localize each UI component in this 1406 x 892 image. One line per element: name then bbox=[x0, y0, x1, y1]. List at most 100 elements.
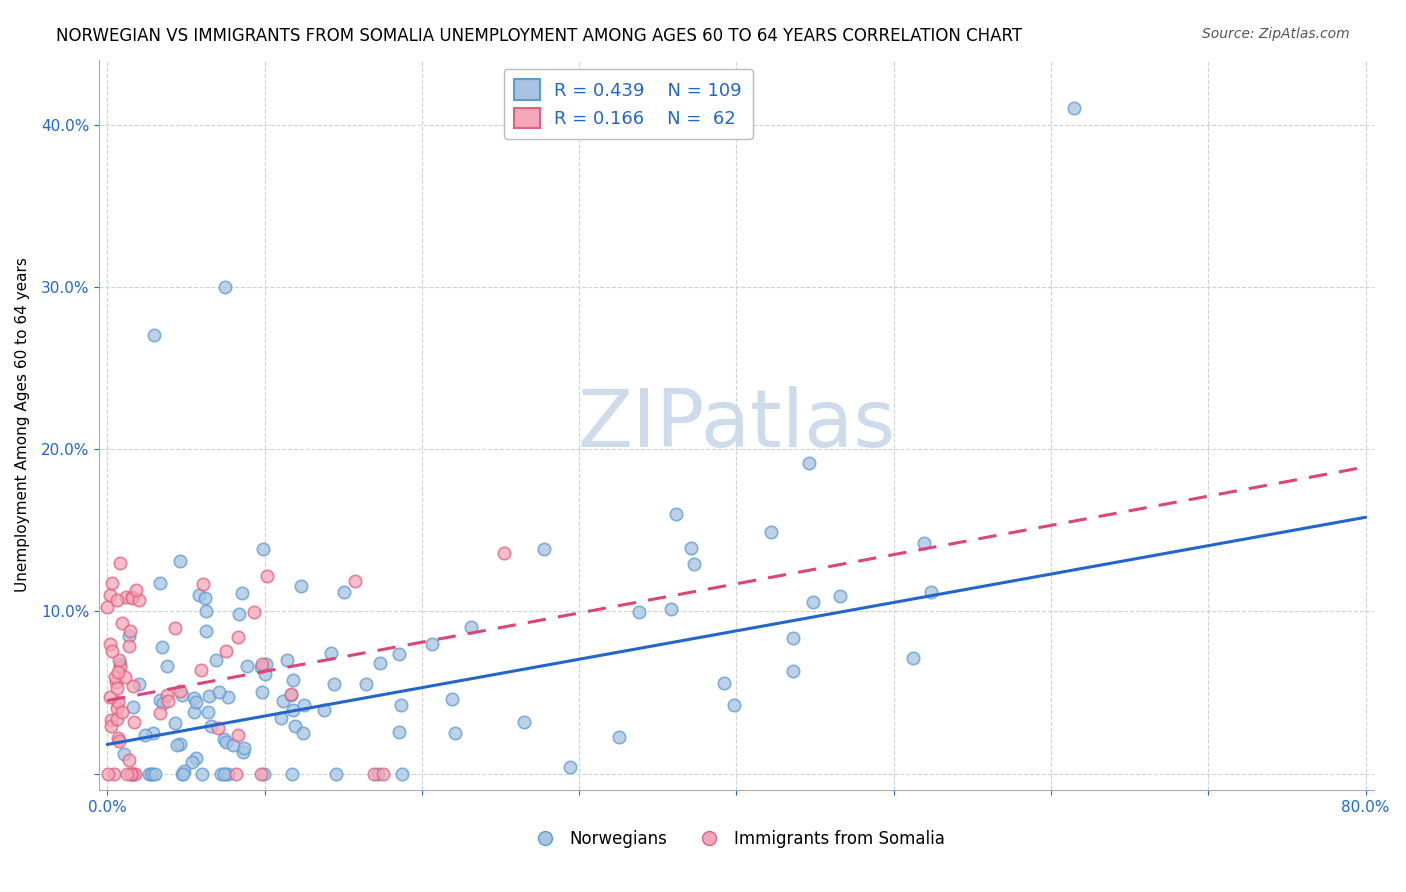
Point bbox=[122, 766, 145, 780]
Point bbox=[665, 508, 688, 522]
Point bbox=[107, 665, 129, 680]
Point bbox=[723, 698, 745, 712]
Point bbox=[333, 585, 356, 599]
Point bbox=[107, 712, 129, 726]
Point bbox=[105, 681, 128, 695]
Point bbox=[782, 632, 804, 646]
Point bbox=[190, 664, 212, 678]
Point bbox=[214, 766, 236, 780]
Point bbox=[122, 714, 145, 729]
Point bbox=[533, 541, 555, 556]
Point bbox=[180, 755, 202, 769]
Point bbox=[281, 766, 304, 780]
Point bbox=[270, 711, 292, 725]
Legend: Norwegians, Immigrants from Somalia: Norwegians, Immigrants from Somalia bbox=[522, 823, 952, 855]
Point bbox=[607, 730, 630, 744]
Point bbox=[122, 679, 145, 693]
Point bbox=[444, 725, 467, 739]
Point bbox=[226, 727, 249, 741]
Point bbox=[128, 593, 150, 607]
Point bbox=[169, 554, 191, 568]
Point bbox=[225, 766, 247, 780]
Point bbox=[143, 766, 166, 780]
Point bbox=[111, 615, 134, 630]
Point bbox=[111, 705, 134, 719]
Point bbox=[388, 647, 411, 661]
Point bbox=[217, 690, 239, 704]
Point bbox=[128, 677, 150, 691]
Point bbox=[280, 688, 302, 702]
Point bbox=[141, 766, 163, 780]
Point bbox=[659, 601, 682, 615]
Point bbox=[166, 738, 188, 752]
Point bbox=[231, 585, 253, 599]
Point bbox=[142, 726, 165, 740]
Point bbox=[105, 675, 128, 690]
Point bbox=[120, 766, 142, 780]
Point bbox=[141, 766, 163, 780]
Point bbox=[356, 677, 378, 691]
Point bbox=[205, 653, 228, 667]
Point bbox=[1063, 101, 1085, 115]
Point bbox=[122, 766, 145, 780]
Point bbox=[107, 731, 129, 745]
Point bbox=[96, 599, 118, 614]
Point bbox=[325, 766, 347, 780]
Point bbox=[105, 700, 128, 714]
Point bbox=[253, 766, 276, 780]
Point bbox=[388, 725, 411, 739]
Point bbox=[148, 693, 170, 707]
Point bbox=[197, 705, 219, 719]
Point bbox=[105, 592, 128, 607]
Point bbox=[683, 557, 706, 571]
Point bbox=[112, 747, 135, 762]
Point bbox=[118, 624, 141, 638]
Point bbox=[191, 766, 214, 780]
Point bbox=[759, 525, 782, 540]
Point bbox=[797, 456, 820, 470]
Point bbox=[193, 591, 215, 605]
Point bbox=[207, 721, 229, 735]
Point bbox=[108, 653, 131, 667]
Point bbox=[118, 639, 141, 653]
Point bbox=[321, 646, 343, 660]
Point bbox=[198, 689, 221, 703]
Point bbox=[558, 760, 581, 774]
Point bbox=[249, 660, 271, 674]
Point bbox=[284, 719, 307, 733]
Point bbox=[191, 576, 214, 591]
Point bbox=[173, 764, 195, 778]
Point bbox=[152, 696, 174, 710]
Point bbox=[100, 714, 122, 728]
Point bbox=[207, 685, 229, 699]
Point bbox=[782, 665, 804, 679]
Point bbox=[97, 766, 120, 780]
Point bbox=[283, 673, 305, 688]
Point bbox=[115, 766, 138, 780]
Point bbox=[292, 698, 315, 712]
Point bbox=[243, 605, 266, 619]
Point bbox=[114, 670, 136, 684]
Point bbox=[512, 715, 534, 730]
Point bbox=[118, 629, 141, 643]
Point bbox=[440, 692, 463, 706]
Point bbox=[250, 766, 273, 780]
Point bbox=[679, 541, 702, 556]
Point bbox=[214, 280, 236, 294]
Point bbox=[212, 731, 235, 746]
Point bbox=[367, 766, 389, 780]
Point bbox=[212, 766, 235, 780]
Point bbox=[250, 657, 273, 672]
Point bbox=[163, 621, 186, 635]
Point bbox=[252, 542, 274, 557]
Point bbox=[713, 676, 735, 690]
Point bbox=[256, 569, 278, 583]
Point bbox=[183, 691, 205, 706]
Point bbox=[101, 575, 124, 590]
Point bbox=[108, 556, 131, 570]
Point bbox=[344, 574, 367, 588]
Point bbox=[104, 670, 127, 684]
Point bbox=[276, 653, 298, 667]
Text: NORWEGIAN VS IMMIGRANTS FROM SOMALIA UNEMPLOYMENT AMONG AGES 60 TO 64 YEARS CORR: NORWEGIAN VS IMMIGRANTS FROM SOMALIA UNE… bbox=[56, 27, 1022, 45]
Point bbox=[183, 705, 205, 719]
